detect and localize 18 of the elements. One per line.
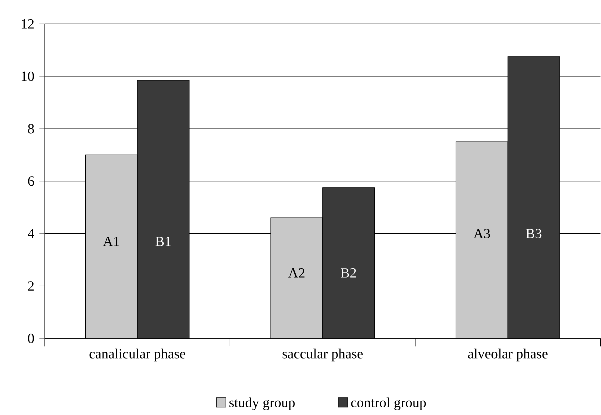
annotation: B2 [341,268,356,278]
annotation: A1 [103,237,120,246]
annotation: B1 [156,237,171,246]
annotation: A2 [288,268,305,278]
y-tick-label: 12 [22,20,34,29]
x-tick-label: canalicular phase [90,348,186,362]
legend-label: study group [230,398,295,411]
annotation: A3 [474,229,490,239]
x-tick-label: alveolar phase [468,348,548,362]
y-tick-label: 2 [28,282,34,291]
y-tick-label: 0 [28,334,34,344]
legend-label: control group [351,398,426,411]
y-tick-label: 10 [22,72,34,82]
annotation: B3 [526,229,542,239]
y-tick-label: 6 [28,176,34,186]
y-tick-label: 4 [28,229,34,238]
x-tick-label: saccular phase [282,348,363,362]
y-tick-label: 8 [28,124,34,134]
